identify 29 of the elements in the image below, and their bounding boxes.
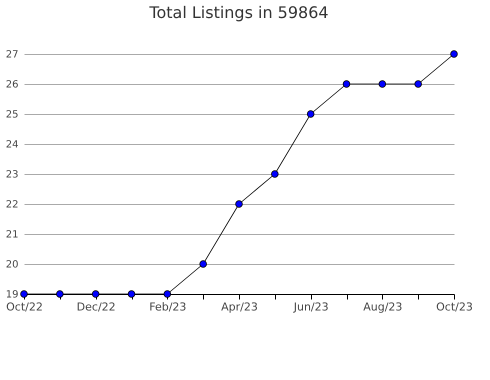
point	[306, 110, 314, 118]
chart-title: Total Listings in 59864	[148, 3, 329, 22]
y-tick-label: 21	[6, 230, 18, 240]
point	[378, 80, 386, 88]
x-tick-label: Oct/22	[6, 300, 43, 314]
point	[128, 290, 136, 298]
x-tick-label: Apr/23	[221, 300, 258, 314]
x-tick-label: Jun/23	[292, 300, 329, 314]
y-tick-label: 26	[6, 80, 18, 90]
x-tick-label: Aug/23	[363, 300, 402, 314]
x-tick-label: Feb/23	[149, 300, 186, 314]
y-tick-label: 23	[6, 170, 18, 180]
x-tick-label: Dec/22	[76, 300, 116, 314]
point	[235, 200, 243, 208]
y-tick-label: 27	[6, 50, 18, 60]
point	[271, 170, 279, 178]
point	[414, 80, 422, 88]
point	[56, 290, 64, 298]
point	[450, 50, 458, 58]
x-tick-label: Oct/23	[436, 300, 473, 314]
y-tick-label: 25	[6, 110, 18, 120]
point	[199, 260, 207, 268]
point	[342, 80, 350, 88]
y-tick-label: 24	[6, 140, 18, 150]
point	[164, 290, 172, 298]
y-tick-label: 22	[6, 200, 18, 210]
y-tick-label: 19	[6, 290, 18, 300]
y-tick-label: 20	[6, 260, 18, 270]
point	[92, 290, 100, 298]
